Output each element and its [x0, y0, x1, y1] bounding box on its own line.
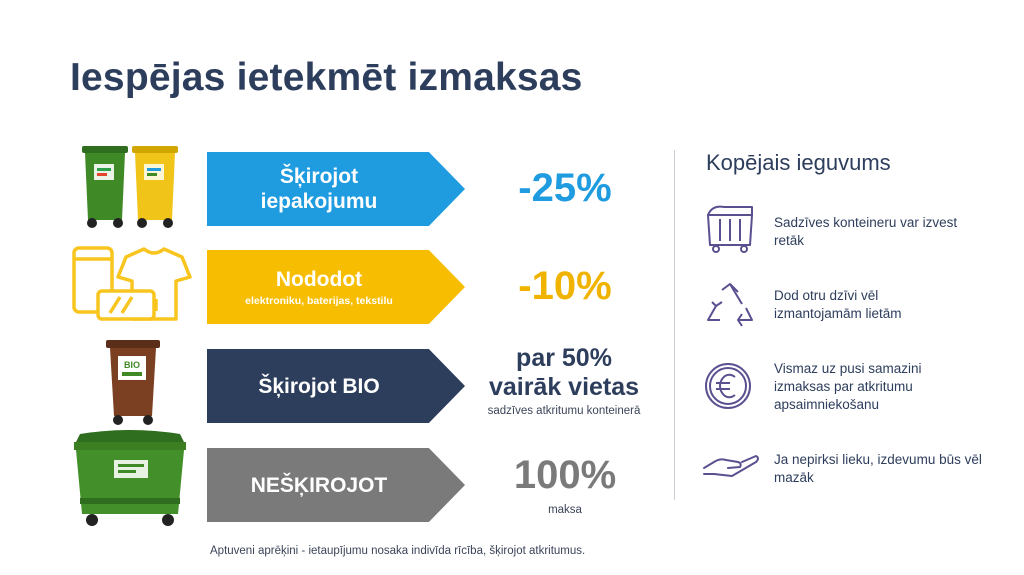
footnote: Aptuveni aprēķini - ietaupījumu nosaka i… [210, 545, 586, 557]
packaging-bins-icon [82, 146, 178, 228]
page-title: Iespējas ietekmēt izmaksas [70, 56, 583, 99]
electronics-battery-textile-icon [72, 246, 192, 321]
benefit-text-2: Dod otru dzīvi vēl izmantojamām lietām [774, 288, 902, 321]
arrow-line2: iepakojumu [260, 190, 378, 213]
bio-bin-icon: BIO [106, 340, 160, 425]
value-unsorted: 100% maksa [490, 452, 640, 516]
hand-icon [703, 455, 759, 477]
arrow-unsorted: NEŠĶIROJOT [207, 448, 465, 522]
benefits-title: Kopējais ieguvums [706, 150, 891, 175]
arrow-subtext: elektroniku, baterijas, tekstilu [245, 294, 393, 307]
value-line1: par 50% [516, 344, 612, 372]
value-line2: vairāk vietas [488, 373, 640, 401]
large-container-icon [74, 430, 186, 526]
bin-label: BIO [124, 360, 140, 370]
value-electronics: -10% [518, 264, 612, 308]
value-packaging: -25% [518, 166, 612, 210]
arrow-line1: Nododot [275, 267, 363, 291]
benefit-text-3: Vismaz uz pusi samazini izmaksas par atk… [774, 361, 922, 412]
arrow-packaging: Šķirojot iepakojumu [207, 152, 465, 226]
value-bio: par 50% vairāk vietas sadzīves atkritumu… [464, 344, 664, 417]
arrow-bio: Šķirojot BIO [207, 349, 465, 423]
value-sub: sadzīves atkritumu konteinerā [487, 405, 641, 417]
arrow-line1: NEŠĶIROJOT [250, 473, 388, 497]
recycle-icon [707, 283, 753, 327]
arrow-line1: Šķirojot [279, 165, 359, 188]
container-icon [707, 205, 753, 253]
value-sub: maksa [548, 504, 582, 516]
benefit-text-4: Ja nepirksi lieku, izdevumu būs vēl mazā… [774, 452, 982, 485]
euro-icon [705, 363, 751, 409]
value-main: 100% [513, 453, 617, 497]
arrow-electronics: Nododot elektroniku, baterijas, tekstilu [207, 250, 465, 324]
divider [674, 150, 675, 500]
arrow-line1: Šķirojot BIO [258, 374, 380, 398]
benefit-text-1: Sadzīves konteineru var izvest retāk [774, 215, 958, 248]
